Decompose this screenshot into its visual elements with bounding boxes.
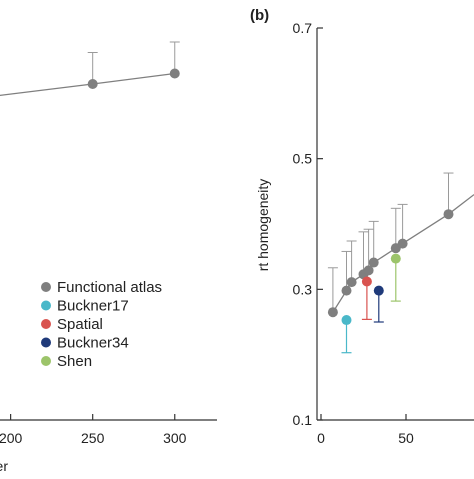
- series-line: [0, 72, 175, 97]
- x-tick-label: 250: [81, 430, 105, 446]
- data-point: [363, 265, 374, 276]
- legend-label: Shen: [57, 353, 92, 370]
- legend-label: Buckner17: [57, 298, 129, 315]
- data-point: [368, 257, 379, 268]
- x-axis-label: er: [0, 458, 8, 474]
- data-point: [341, 285, 352, 296]
- data-point: [397, 238, 408, 249]
- legend-marker: [41, 337, 51, 348]
- legend-label: Spatial: [57, 316, 103, 333]
- y-tick-label: 0.1: [293, 412, 313, 428]
- data-point: [361, 276, 372, 287]
- y-tick-label: 0.7: [293, 20, 313, 36]
- data-point: [341, 315, 352, 326]
- legend-marker: [41, 282, 51, 292]
- y-axis-label: rt homogeneity: [255, 179, 271, 272]
- data-point: [346, 277, 357, 288]
- data-point: [327, 307, 338, 318]
- y-tick-label: 0.3: [293, 281, 313, 297]
- data-point: [390, 253, 401, 264]
- data-point: [87, 79, 98, 89]
- x-tick-label: 0: [317, 430, 325, 446]
- legend-label: Buckner34: [57, 335, 129, 352]
- data-point: [169, 68, 180, 79]
- data-point: [373, 285, 384, 296]
- legend-label: Functional atlas: [57, 279, 162, 296]
- legend-marker: [41, 300, 51, 311]
- panel-b: (b) 0.1 0.3 0.5 0.7 0 50 rt homogeneity: [250, 7, 474, 446]
- y-tick-label: 0.5: [293, 151, 313, 167]
- x-tick-label: 50: [398, 430, 414, 446]
- panel-label: (b): [250, 7, 269, 24]
- legend-marker: [41, 356, 51, 366]
- data-point: [443, 209, 454, 220]
- x-tick-label: 300: [163, 430, 187, 446]
- legend-marker: [41, 319, 51, 329]
- panel-a: 200 250 300 er Functional atlas Buckner17Spat…: [0, 41, 217, 474]
- x-tick-label: 200: [0, 430, 23, 446]
